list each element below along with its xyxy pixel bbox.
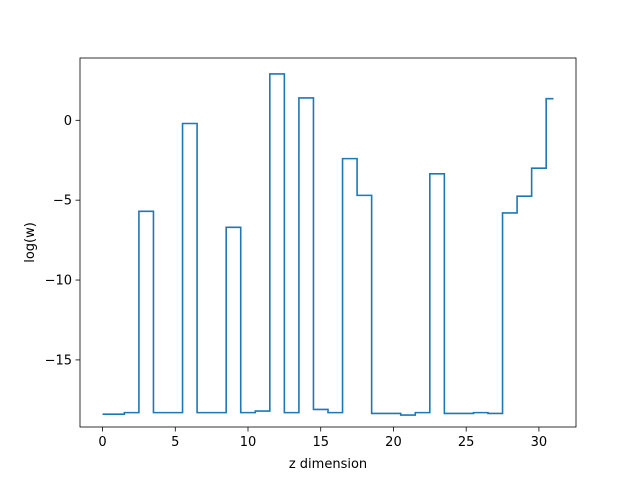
x-tick-label: 25 (458, 435, 475, 450)
x-tick-label: 10 (240, 435, 257, 450)
y-axis-ticks: −15 −10 −5 0 (45, 114, 80, 368)
y-tick-label: 0 (64, 114, 72, 129)
axes-frame (79, 57, 577, 428)
plot-area (80, 58, 576, 427)
x-axis-label: z dimension (289, 457, 367, 472)
y-tick-label: −15 (45, 353, 72, 368)
x-tick-label: 5 (171, 435, 179, 450)
x-axis-ticks: 0 5 10 15 20 25 30 (98, 427, 547, 450)
x-tick-label: 15 (312, 435, 329, 450)
series-line (102, 73, 554, 416)
x-tick-label: 20 (385, 435, 402, 450)
y-tick-label: −5 (53, 194, 72, 209)
x-tick-label: 30 (531, 435, 548, 450)
series-layer (102, 73, 554, 416)
y-tick-label: −10 (45, 274, 72, 289)
y-axis-label: log(w) (23, 222, 38, 263)
x-tick-label: 0 (98, 435, 106, 450)
